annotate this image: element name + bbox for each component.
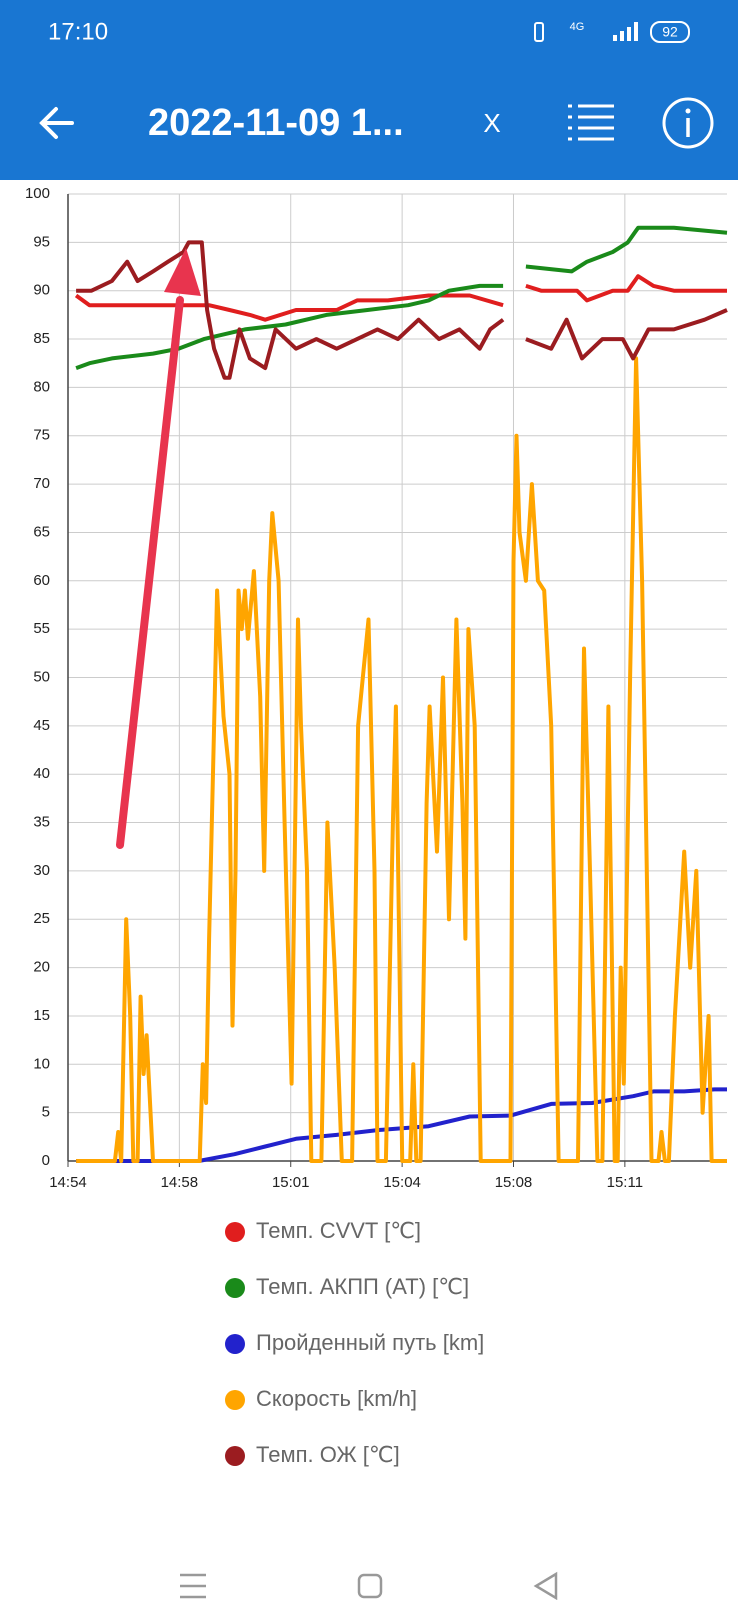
nav-bar [180, 1571, 558, 1600]
nav-menu[interactable] [180, 1573, 206, 1599]
x-tick-label: 15:04 [383, 1174, 421, 1191]
series-line [75, 225, 728, 370]
legend-swatch [225, 1446, 245, 1466]
legend-label: Темп. АКПП (AT) [℃] [256, 1274, 469, 1299]
status-time: 17:10 [48, 18, 108, 45]
series-line [76, 240, 728, 380]
status-icons: 4G 92 [534, 21, 690, 43]
status-battery: 92 [662, 24, 678, 40]
y-tick-label: 20 [33, 959, 50, 976]
y-tick-label: 15 [33, 1007, 50, 1024]
y-tick-label: 40 [33, 765, 50, 782]
y-tick-label: 60 [33, 572, 50, 589]
legend-swatch [225, 1222, 245, 1242]
info-button[interactable] [662, 97, 714, 149]
close-button[interactable]: X [483, 108, 500, 138]
y-tick-label: 45 [33, 717, 50, 734]
x-tick-label: 15:11 [607, 1174, 643, 1191]
legend: Темп. CVVT [℃] Темп. АКПП (AT) [℃] Пройден… [225, 1218, 484, 1467]
series-line [74, 274, 727, 322]
series-line [76, 356, 727, 1163]
series-line [76, 1087, 727, 1163]
y-tick-label: 50 [33, 668, 50, 685]
y-tick-label: 100 [25, 185, 50, 202]
y-tick-label: 35 [33, 814, 50, 831]
app-bar-background [0, 0, 738, 180]
x-tick-label: 15:08 [495, 1174, 533, 1191]
y-tick-label: 55 [33, 620, 50, 637]
legend-label: Темп. CVVT [℃] [256, 1218, 421, 1243]
x-tick-label: 15:01 [272, 1174, 310, 1191]
y-tick-label: 95 [33, 233, 50, 250]
y-tick-label: 30 [33, 862, 50, 879]
y-tick-label: 75 [33, 427, 50, 444]
nav-back[interactable] [533, 1571, 558, 1600]
y-tick-label: 5 [42, 1104, 50, 1121]
y-tick-label: 10 [33, 1055, 50, 1072]
legend-swatch [225, 1390, 245, 1410]
list-button[interactable] [568, 104, 614, 141]
y-tick-label: 25 [33, 910, 50, 927]
legend-label: Скорость [km/h] [256, 1386, 417, 1411]
y-tick-label: 85 [33, 330, 50, 347]
y-tick-label: 80 [33, 378, 50, 395]
y-tick-label: 90 [33, 282, 50, 299]
x-tick-label: 14:58 [161, 1174, 199, 1191]
legend-label: Пройденный путь [km] [256, 1330, 484, 1355]
y-tick-label: 0 [42, 1152, 50, 1169]
chart: 0 5 10 15 20 25 30 35 40 45 50 55 60 65 70 75 80 85 90 95 10… [25, 185, 728, 1191]
back-button[interactable] [39, 107, 74, 139]
status-network: 4G [570, 21, 585, 33]
annotation-arrow [116, 248, 201, 849]
legend-swatch [225, 1334, 245, 1354]
legend-swatch [225, 1278, 245, 1298]
legend-label: Темп. ОЖ [℃] [256, 1442, 400, 1467]
app-title: 2022-11-09 1... [148, 102, 404, 144]
y-tick-label: 65 [33, 523, 50, 540]
nav-home[interactable] [357, 1573, 383, 1599]
y-tick-label: 70 [33, 475, 50, 492]
x-tick-label: 14:54 [49, 1174, 87, 1191]
